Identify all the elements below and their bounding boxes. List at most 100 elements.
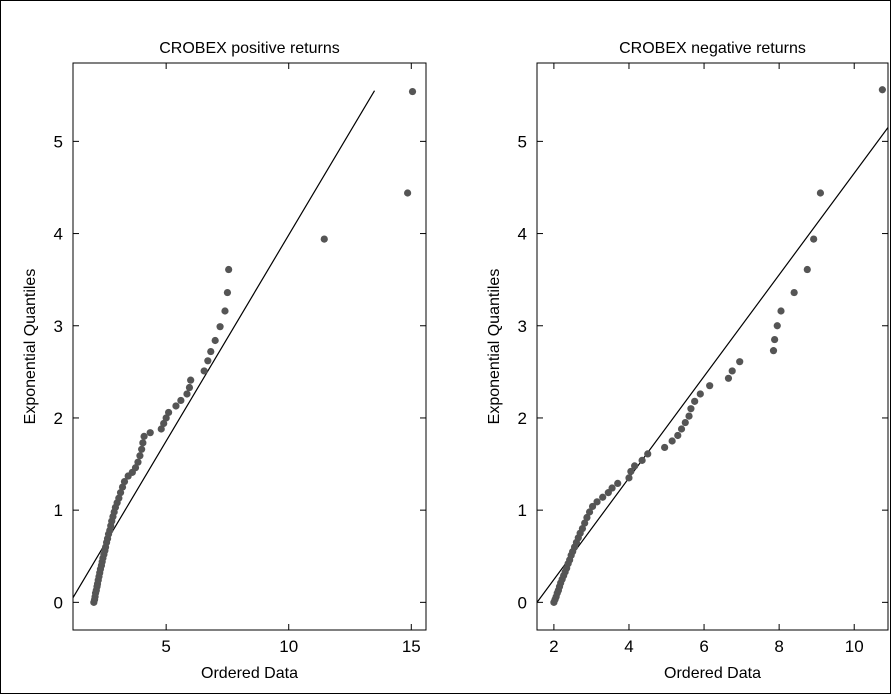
data-point [668,437,676,445]
y-tick-label: 1 [518,501,527,520]
x-axis-label: Ordered Data [664,665,761,682]
axes-frame [72,62,427,631]
y-tick-label: 4 [54,225,63,244]
axes-frame [536,62,889,631]
data-point [790,288,798,297]
data-point [674,431,682,440]
data-point [172,402,180,410]
data-point [165,408,173,417]
data-point [706,382,714,390]
data-point [118,483,127,491]
data-point [177,396,185,405]
data-point [769,347,778,355]
data-point [614,479,622,488]
data-point [687,405,695,413]
data-point [588,502,597,511]
x-tick-label: 6 [699,637,708,656]
data-point [625,474,633,482]
y-tick-label: 1 [54,501,63,520]
data-point [223,288,232,297]
data-point [160,419,168,428]
data-point [404,189,412,197]
data-point [585,508,594,516]
data-point [146,429,154,437]
data-point [115,494,123,502]
y-tick-label: 3 [54,317,63,336]
data-point [816,189,825,197]
data-point [681,418,689,427]
x-tick-label: 5 [161,637,170,656]
data-point [221,307,229,315]
data-point [661,443,669,452]
data-point [211,336,219,345]
data-point [204,357,212,365]
data-point [777,307,785,315]
x-axis-label: Ordered Data [201,665,298,682]
data-point [200,367,208,375]
data-point [583,513,591,522]
data-point [878,86,886,94]
data-point [608,484,616,492]
data-point [736,358,744,366]
x-tick-label: 2 [549,637,558,656]
data-point [773,322,781,330]
data-point [771,335,779,344]
panel-1: CROBEX positive returns 5 10 15 0 1 2 3 4 5 Ordere… [22,40,427,682]
reference-line [537,127,888,603]
data-point [677,425,686,433]
data-point [139,439,147,447]
y-tick-label: 5 [54,132,63,151]
y-axis-label: Exponential Quantiles [22,269,39,425]
data-point [207,347,215,356]
data-point [140,432,148,440]
data-point [696,390,704,398]
x-tick-label: 8 [774,637,783,656]
y-tick-label: 0 [518,593,527,612]
chart-title: CROBEX negative returns [619,40,806,57]
data-point [593,498,601,506]
data-point [187,376,195,384]
data-point [631,462,639,470]
data-point [134,458,142,466]
data-point [638,456,646,464]
data-point [581,519,589,527]
data-point [116,489,125,497]
data-point [320,235,328,243]
y-tick-label: 5 [518,132,527,151]
chart-title: CROBEX positive returns [159,40,340,57]
data-point [810,235,818,243]
data-point [157,425,165,433]
x-tick-label: 10 [279,637,298,656]
data-point [185,383,194,392]
data-point [728,367,736,375]
y-tick-label: 0 [54,593,63,612]
data-point [216,323,224,331]
data-point [803,265,811,274]
data-point [599,493,607,501]
x-tick-label: 15 [402,637,421,656]
y-tick-label: 2 [54,409,63,428]
y-tick-label: 3 [518,317,527,336]
data-point [131,464,140,472]
data-point [225,265,233,274]
y-tick-label: 4 [518,225,527,244]
data-point [644,450,652,458]
data-point [138,445,146,453]
y-tick-label: 2 [518,409,527,428]
data-point [120,477,129,486]
data-point [162,414,170,422]
y-axis-label: Exponential Quantiles [486,269,503,425]
data-point [691,397,699,405]
x-tick-label: 4 [624,637,633,656]
data-point [724,374,733,382]
reference-line [73,90,376,599]
x-tick-label: 10 [845,637,864,656]
data-point [408,87,417,96]
data-point [627,467,635,476]
data-point [685,412,693,420]
data-point [136,452,144,460]
data-point [183,390,191,398]
data-point [578,524,587,533]
